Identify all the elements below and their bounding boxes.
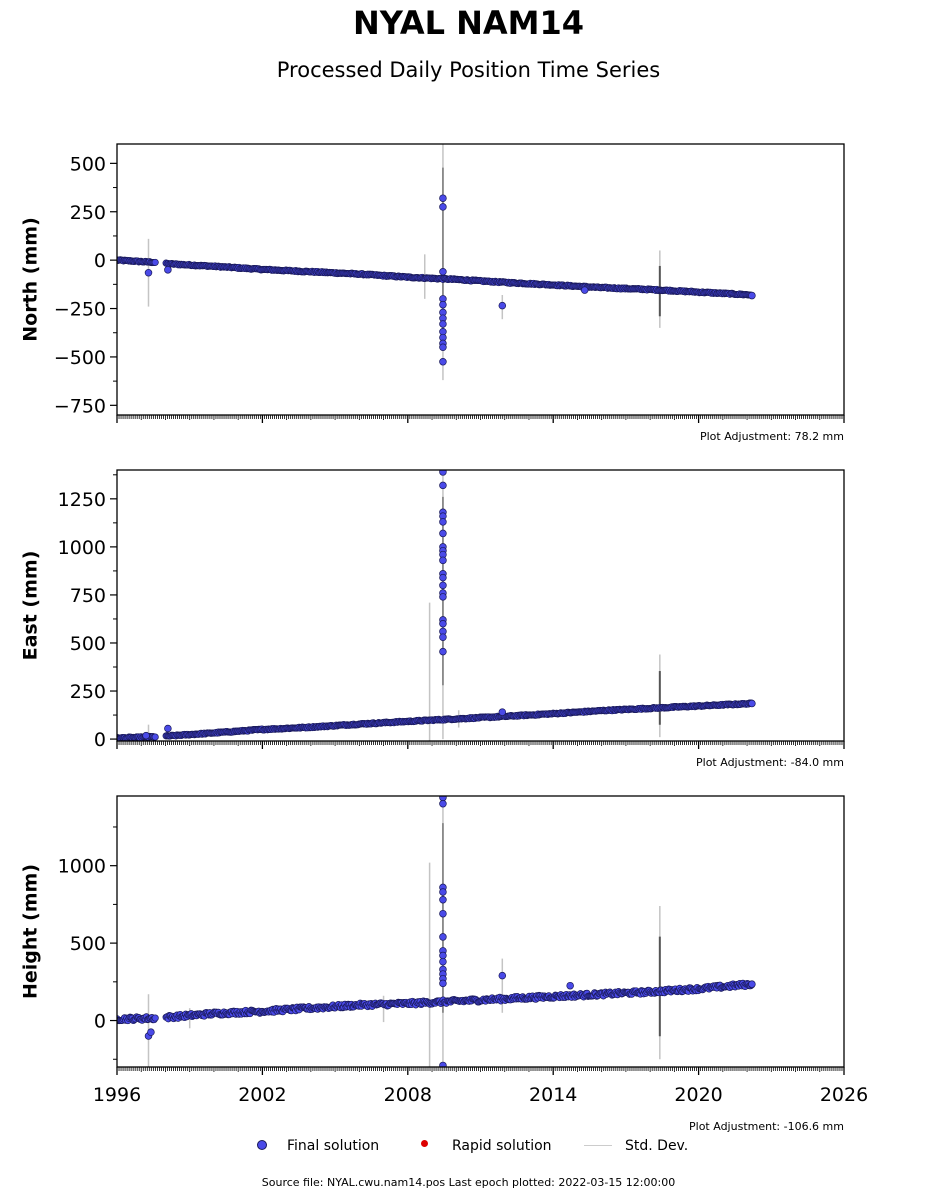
legend-final-marker bbox=[257, 1140, 267, 1150]
outlier-point bbox=[439, 796, 447, 802]
outlier-point bbox=[439, 951, 447, 960]
y-tick-label: −250 bbox=[54, 299, 106, 321]
plot-adjustment: Plot Adjustment: 78.2 mm bbox=[700, 430, 844, 443]
outlier-point bbox=[144, 268, 153, 277]
source-footer: Source file: NYAL.cwu.nam14.pos Last epo… bbox=[261, 1176, 676, 1189]
outlier-point bbox=[439, 556, 447, 565]
outlier-point bbox=[439, 203, 447, 211]
y-tick-label: 500 bbox=[70, 153, 106, 175]
chart-title: NYAL NAM14 bbox=[352, 4, 585, 42]
outlier-point bbox=[147, 1028, 155, 1036]
outlier-point bbox=[439, 581, 447, 590]
y-tick-label: 1000 bbox=[58, 537, 106, 559]
final-solution-points bbox=[117, 796, 756, 1067]
outlier-point bbox=[439, 268, 447, 276]
plot-area bbox=[117, 470, 756, 741]
outlier-point bbox=[439, 957, 447, 966]
legend-rapid-marker bbox=[421, 1140, 428, 1147]
plot-adjustment: Plot Adjustment: -106.6 mm bbox=[689, 1120, 844, 1133]
outlier-point bbox=[439, 888, 447, 896]
y-tick-label: 1000 bbox=[58, 856, 106, 878]
outlier-point bbox=[439, 933, 447, 941]
y-tick-label: 750 bbox=[70, 585, 106, 607]
x-tick-label: 2002 bbox=[238, 1084, 286, 1106]
y-tick-label: −500 bbox=[54, 347, 106, 369]
plot-area bbox=[117, 144, 756, 381]
outlier-point bbox=[748, 699, 756, 708]
y-axis-label: East (mm) bbox=[20, 551, 42, 661]
outlier-point bbox=[439, 481, 447, 490]
legend-final-label: Final solution bbox=[287, 1138, 380, 1154]
y-tick-label: 250 bbox=[70, 202, 106, 224]
final-solution-points bbox=[117, 470, 756, 741]
y-tick-label: 0 bbox=[94, 250, 106, 272]
outlier-point bbox=[748, 291, 756, 300]
x-tick-label: 2014 bbox=[529, 1084, 577, 1106]
outlier-point bbox=[439, 300, 447, 309]
x-tick-label: 1996 bbox=[93, 1084, 141, 1106]
y-tick-label: 250 bbox=[70, 681, 106, 703]
data-point bbox=[151, 258, 159, 266]
panel-2: 1000 500 0 1996 2002 2008 2014 2020 2026 Height (… bbox=[20, 795, 868, 1133]
y-axis-label: Height (mm) bbox=[20, 864, 42, 999]
y-tick-label: 0 bbox=[94, 729, 106, 751]
panel-frame bbox=[116, 795, 845, 1068]
outlier-point bbox=[439, 573, 447, 582]
y-tick-label: −750 bbox=[54, 395, 106, 417]
outlier-point bbox=[439, 593, 447, 601]
outlier-point bbox=[439, 1061, 447, 1067]
final-solution-points bbox=[117, 194, 756, 366]
x-tick-label: 2008 bbox=[384, 1084, 432, 1106]
outlier-point bbox=[439, 470, 447, 476]
plot-adjustment: Plot Adjustment: -84.0 mm bbox=[696, 756, 844, 769]
outlier-point bbox=[439, 358, 447, 366]
panel-0: 500 250 0 −250 −500 −750 North (mm) Plot Adjust… bbox=[20, 143, 845, 443]
outlier-point bbox=[439, 799, 447, 808]
data-point bbox=[151, 733, 159, 741]
outlier-point bbox=[164, 266, 172, 274]
plot-area bbox=[117, 796, 756, 1067]
outlier-point bbox=[498, 301, 507, 310]
legend-rapid-label: Rapid solution bbox=[452, 1138, 552, 1154]
y-tick-label: 1250 bbox=[58, 489, 106, 511]
x-tick-label: 2020 bbox=[674, 1084, 722, 1106]
outlier-point bbox=[566, 981, 574, 990]
data-point bbox=[151, 1014, 159, 1022]
panel-1: 1250 1000 750 500 250 0 East (mm) Plot Adjustme… bbox=[20, 469, 845, 769]
outlier-point bbox=[142, 731, 150, 740]
outlier-point bbox=[439, 518, 447, 526]
outlier-point bbox=[439, 620, 447, 628]
outlier-point bbox=[439, 979, 447, 988]
outlier-point bbox=[439, 194, 447, 202]
y-axis-label: North (mm) bbox=[20, 217, 42, 342]
outlier-point bbox=[439, 633, 447, 641]
outlier-point bbox=[439, 320, 447, 328]
y-tick-label: 0 bbox=[94, 1011, 106, 1033]
chart-subtitle: Processed Daily Position Time Series bbox=[276, 58, 661, 82]
outlier-point bbox=[439, 647, 447, 656]
legend: Final solution Rapid solution Std. Dev. bbox=[0, 1136, 937, 1158]
outlier-point bbox=[164, 724, 172, 733]
outlier-point bbox=[439, 343, 447, 352]
outlier-point bbox=[439, 529, 447, 538]
outlier-point bbox=[439, 896, 447, 904]
y-tick-label: 500 bbox=[70, 933, 106, 955]
outlier-point bbox=[498, 708, 507, 716]
x-tick-label: 2026 bbox=[820, 1084, 868, 1106]
outlier-point bbox=[748, 980, 756, 988]
legend-stddev-line bbox=[584, 1145, 612, 1146]
outlier-point bbox=[580, 286, 589, 294]
outlier-point bbox=[439, 909, 447, 918]
legend-stddev-label: Std. Dev. bbox=[625, 1138, 689, 1154]
outlier-point bbox=[498, 971, 507, 980]
y-tick-label: 500 bbox=[70, 633, 106, 655]
